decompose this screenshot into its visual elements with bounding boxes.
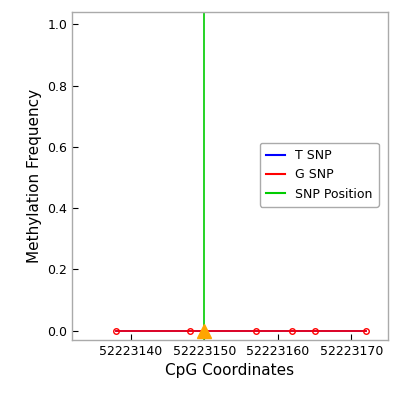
X-axis label: CpG Coordinates: CpG Coordinates bbox=[166, 364, 294, 378]
Y-axis label: Methylation Frequency: Methylation Frequency bbox=[26, 89, 42, 263]
Legend: T SNP, G SNP, SNP Position: T SNP, G SNP, SNP Position bbox=[260, 143, 378, 207]
